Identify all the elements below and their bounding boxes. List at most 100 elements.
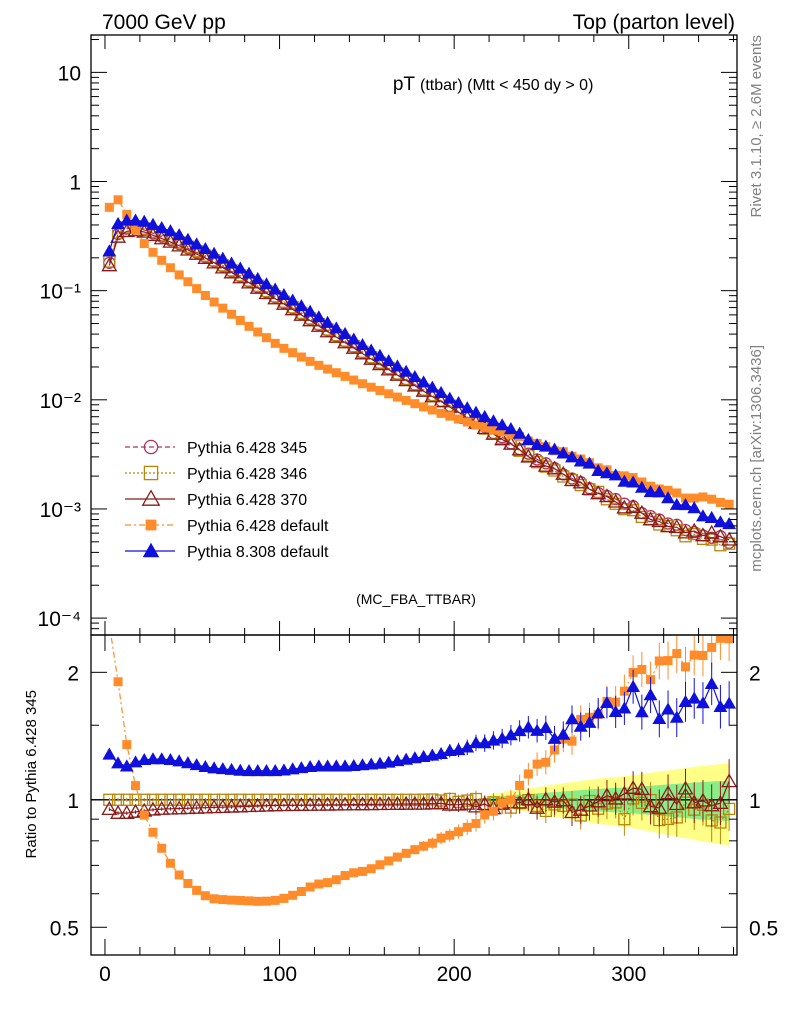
legend-label: Pythia 6.428 346 bbox=[187, 466, 307, 483]
data-point bbox=[703, 524, 720, 539]
series-4 bbox=[102, 213, 737, 530]
ratio-point bbox=[680, 662, 690, 672]
data-point bbox=[189, 237, 204, 250]
ratio-point bbox=[410, 845, 420, 855]
data-point bbox=[506, 430, 516, 440]
data-point bbox=[329, 321, 344, 334]
ratio-point bbox=[110, 804, 127, 819]
ratio-point bbox=[392, 852, 402, 862]
data-point bbox=[392, 392, 402, 402]
ratio-point bbox=[345, 796, 362, 811]
ratio-point bbox=[651, 799, 668, 814]
legend-marker bbox=[143, 465, 159, 481]
data-point bbox=[171, 237, 188, 252]
data-point bbox=[689, 493, 699, 503]
ratio-point bbox=[249, 797, 266, 812]
data-point bbox=[661, 491, 675, 504]
data-point bbox=[261, 333, 271, 343]
ratio-point bbox=[258, 797, 275, 812]
data-point bbox=[364, 343, 379, 356]
ratio-point bbox=[520, 791, 537, 806]
ratio-point bbox=[233, 763, 248, 776]
data-point bbox=[477, 409, 492, 422]
ratio-point bbox=[480, 810, 490, 820]
data-point bbox=[153, 230, 170, 245]
ratio-point bbox=[434, 746, 448, 760]
data-point bbox=[555, 465, 572, 480]
ratio-point bbox=[427, 838, 437, 848]
ratio-point bbox=[296, 886, 306, 896]
ratio-point bbox=[366, 864, 376, 874]
ratio-point bbox=[155, 793, 168, 806]
data-point bbox=[529, 453, 546, 468]
data-point bbox=[600, 466, 614, 479]
legend-label: Pythia 6.428 370 bbox=[187, 492, 307, 509]
ratio-point bbox=[375, 860, 385, 870]
ratio-point bbox=[340, 871, 350, 881]
data-point bbox=[172, 228, 187, 241]
ratio-point bbox=[131, 781, 141, 791]
data-point bbox=[242, 266, 256, 279]
data-point bbox=[591, 463, 606, 476]
ratio-point bbox=[102, 747, 117, 760]
ratio-point bbox=[329, 759, 344, 772]
ratio-point bbox=[224, 762, 239, 775]
ratio-series-2 bbox=[110, 635, 734, 906]
ratio-point bbox=[555, 792, 572, 807]
ratio-point bbox=[288, 890, 298, 900]
ratio-point bbox=[279, 893, 289, 903]
data-point bbox=[546, 460, 563, 475]
data-point bbox=[163, 224, 178, 237]
data-point bbox=[192, 284, 202, 294]
data-point bbox=[416, 375, 431, 388]
ratio-point bbox=[113, 677, 123, 687]
ratio-point bbox=[146, 793, 160, 806]
data-point bbox=[504, 422, 518, 435]
data-point bbox=[672, 488, 682, 498]
ratio-y-tick-label: 1 bbox=[67, 790, 79, 813]
ratio-point bbox=[209, 894, 219, 904]
ratio-point bbox=[259, 764, 274, 777]
series-line bbox=[108, 228, 730, 544]
data-point bbox=[355, 338, 370, 351]
ratio-y-tick-label-right: 0.5 bbox=[749, 917, 778, 940]
data-point bbox=[521, 432, 536, 445]
ratio-y-tick-label-right: 1 bbox=[749, 790, 761, 813]
legend-marker bbox=[141, 489, 161, 506]
data-point bbox=[288, 348, 298, 358]
ratio-point bbox=[305, 882, 315, 892]
data-point bbox=[433, 393, 450, 408]
data-point bbox=[502, 435, 519, 450]
data-point bbox=[563, 472, 581, 487]
data-point bbox=[401, 395, 411, 405]
ratio-point bbox=[532, 759, 542, 769]
data-point bbox=[296, 352, 306, 362]
ratio-point bbox=[253, 896, 263, 906]
data-point bbox=[652, 485, 667, 498]
ratio-point bbox=[188, 799, 205, 814]
ratio-point bbox=[401, 848, 411, 858]
data-point bbox=[488, 425, 498, 435]
data-point bbox=[608, 468, 623, 481]
ratio-point bbox=[694, 792, 711, 807]
ratio-point bbox=[715, 635, 725, 643]
data-point bbox=[511, 441, 528, 456]
data-point bbox=[384, 389, 394, 399]
ratio-point bbox=[148, 827, 158, 837]
rivet-version-label: Rivet 3.1.10, ≥ 2.6M events bbox=[748, 35, 765, 218]
ratio-point bbox=[471, 818, 481, 828]
legend-label: Pythia 8.308 default bbox=[187, 544, 329, 561]
data-point bbox=[198, 241, 213, 255]
ratio-point bbox=[172, 754, 187, 767]
data-point bbox=[696, 509, 710, 522]
main-panel: pT (ttbar) (Mtt < 450 dy > 0) (MC_FBA_TT… bbox=[38, 34, 738, 636]
ratio-point bbox=[598, 787, 615, 802]
data-point bbox=[399, 364, 414, 377]
ratio-point bbox=[122, 740, 132, 750]
legend-marker bbox=[145, 519, 157, 531]
data-point bbox=[270, 338, 280, 348]
data-point bbox=[268, 282, 283, 295]
plot-title: pT bbox=[393, 74, 416, 95]
ratio-point bbox=[541, 757, 551, 767]
